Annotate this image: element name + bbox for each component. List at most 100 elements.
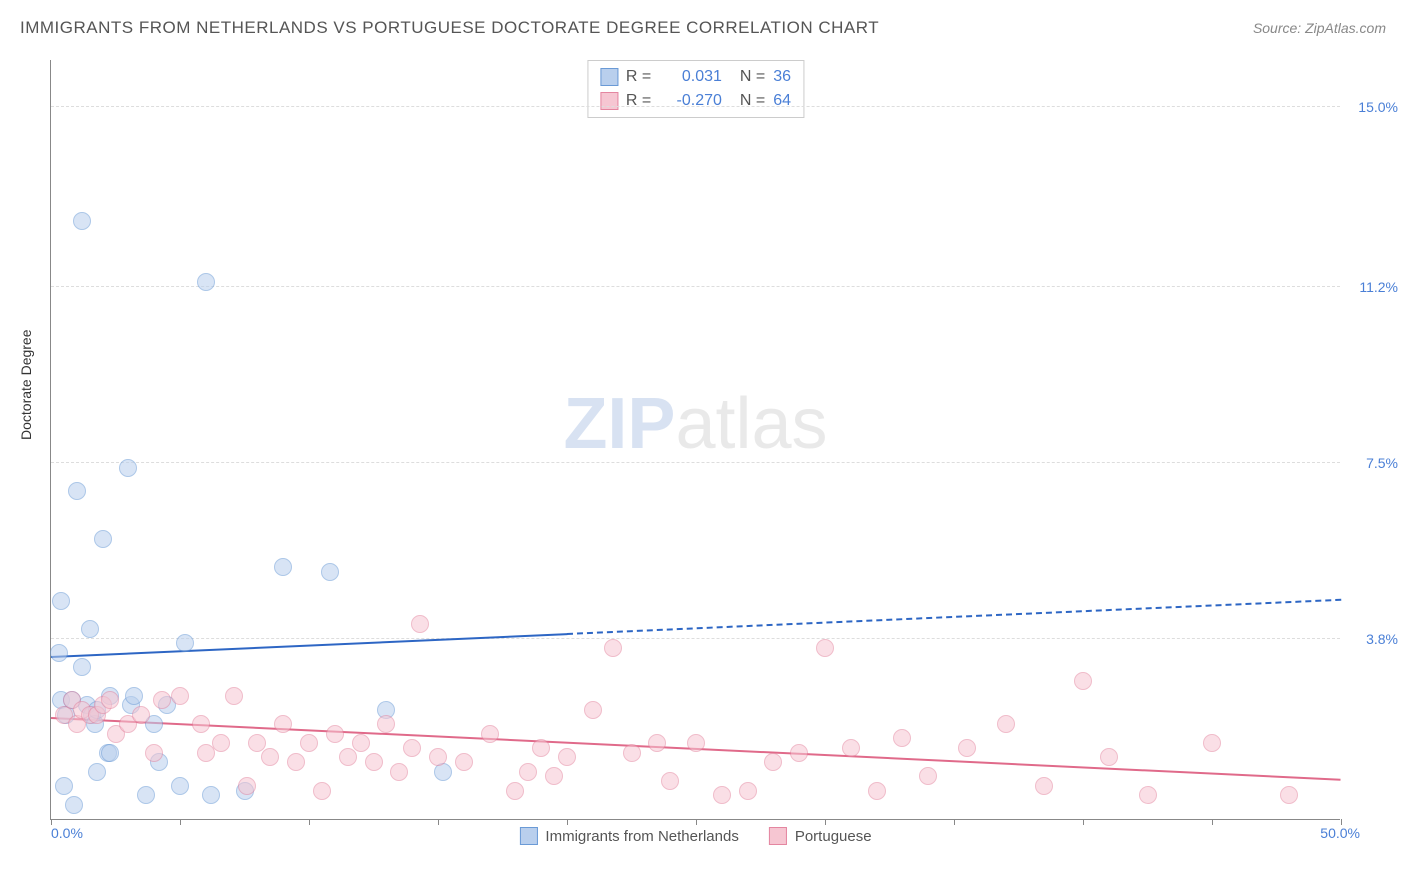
data-point bbox=[321, 563, 339, 581]
data-point bbox=[1074, 672, 1092, 690]
data-point bbox=[429, 748, 447, 766]
data-point bbox=[661, 772, 679, 790]
y-axis-label: Doctorate Degree bbox=[18, 329, 34, 440]
data-point bbox=[274, 715, 292, 733]
data-point bbox=[1035, 777, 1053, 795]
legend-row: R = -0.270 N = 64 bbox=[600, 89, 791, 113]
legend-n-label: N = bbox=[740, 92, 765, 110]
data-point bbox=[481, 725, 499, 743]
scatter-plot: ZIPatlas R =0.031N =36R =-0.270N =64 Imm… bbox=[50, 60, 1340, 820]
data-point bbox=[1100, 748, 1118, 766]
data-point bbox=[868, 782, 886, 800]
data-point bbox=[153, 691, 171, 709]
trend-line bbox=[567, 599, 1341, 635]
data-point bbox=[648, 734, 666, 752]
data-point bbox=[119, 459, 137, 477]
data-point bbox=[65, 796, 83, 814]
watermark: ZIPatlas bbox=[563, 383, 827, 465]
source-label: Source: ZipAtlas.com bbox=[1253, 20, 1386, 36]
data-point bbox=[816, 639, 834, 657]
data-point bbox=[125, 687, 143, 705]
data-point bbox=[532, 739, 550, 757]
data-point bbox=[1203, 734, 1221, 752]
legend-swatch bbox=[769, 827, 787, 845]
legend-r-label: R = bbox=[626, 68, 654, 86]
gridline bbox=[51, 638, 1340, 639]
data-point bbox=[352, 734, 370, 752]
data-point bbox=[287, 753, 305, 771]
data-point bbox=[365, 753, 383, 771]
series-legend: Immigrants from Netherlands Portuguese bbox=[519, 827, 871, 845]
data-point bbox=[739, 782, 757, 800]
data-point bbox=[225, 687, 243, 705]
x-tick-mark bbox=[180, 819, 181, 825]
legend-label: Immigrants from Netherlands bbox=[545, 828, 738, 845]
data-point bbox=[238, 777, 256, 795]
data-point bbox=[197, 273, 215, 291]
data-point bbox=[176, 634, 194, 652]
data-point bbox=[519, 763, 537, 781]
legend-item: Immigrants from Netherlands bbox=[519, 827, 738, 845]
x-tick-mark bbox=[825, 819, 826, 825]
data-point bbox=[326, 725, 344, 743]
data-point bbox=[377, 715, 395, 733]
data-point bbox=[584, 701, 602, 719]
data-point bbox=[713, 786, 731, 804]
x-tick-label: 50.0% bbox=[1320, 825, 1360, 841]
y-tick-label: 15.0% bbox=[1358, 99, 1398, 115]
data-point bbox=[171, 777, 189, 795]
data-point bbox=[171, 687, 189, 705]
data-point bbox=[137, 786, 155, 804]
data-point bbox=[313, 782, 331, 800]
data-point bbox=[261, 748, 279, 766]
data-point bbox=[919, 767, 937, 785]
data-point bbox=[545, 767, 563, 785]
legend-swatch bbox=[600, 68, 618, 86]
data-point bbox=[50, 644, 68, 662]
data-point bbox=[88, 763, 106, 781]
data-point bbox=[790, 744, 808, 762]
gridline bbox=[51, 462, 1340, 463]
data-point bbox=[300, 734, 318, 752]
legend-label: Portuguese bbox=[795, 828, 872, 845]
y-tick-label: 7.5% bbox=[1366, 455, 1398, 471]
y-tick-label: 11.2% bbox=[1359, 279, 1398, 295]
gridline bbox=[51, 106, 1340, 107]
data-point bbox=[52, 592, 70, 610]
data-point bbox=[403, 739, 421, 757]
data-point bbox=[1280, 786, 1298, 804]
x-tick-mark bbox=[309, 819, 310, 825]
legend-r-value: -0.270 bbox=[662, 92, 722, 110]
data-point bbox=[94, 530, 112, 548]
x-tick-mark bbox=[1083, 819, 1084, 825]
x-tick-mark bbox=[954, 819, 955, 825]
data-point bbox=[73, 212, 91, 230]
legend-swatch bbox=[519, 827, 537, 845]
legend-n-value: 36 bbox=[773, 68, 791, 86]
data-point bbox=[1139, 786, 1157, 804]
legend-n-value: 64 bbox=[773, 92, 791, 110]
data-point bbox=[73, 658, 91, 676]
data-point bbox=[81, 620, 99, 638]
data-point bbox=[145, 744, 163, 762]
data-point bbox=[958, 739, 976, 757]
trend-line bbox=[51, 633, 567, 658]
x-tick-label: 0.0% bbox=[51, 825, 83, 841]
data-point bbox=[274, 558, 292, 576]
data-point bbox=[101, 691, 119, 709]
data-point bbox=[842, 739, 860, 757]
gridline bbox=[51, 286, 1340, 287]
x-tick-mark bbox=[1212, 819, 1213, 825]
legend-r-value: 0.031 bbox=[662, 68, 722, 86]
data-point bbox=[390, 763, 408, 781]
legend-n-label: N = bbox=[740, 68, 765, 86]
data-point bbox=[687, 734, 705, 752]
chart-title: IMMIGRANTS FROM NETHERLANDS VS PORTUGUES… bbox=[20, 18, 879, 38]
data-point bbox=[604, 639, 622, 657]
legend-r-label: R = bbox=[626, 92, 654, 110]
data-point bbox=[558, 748, 576, 766]
correlation-legend: R = 0.031 N = 36 R = -0.270 N = 64 bbox=[587, 60, 804, 118]
data-point bbox=[339, 748, 357, 766]
x-tick-mark bbox=[438, 819, 439, 825]
x-tick-mark bbox=[567, 819, 568, 825]
